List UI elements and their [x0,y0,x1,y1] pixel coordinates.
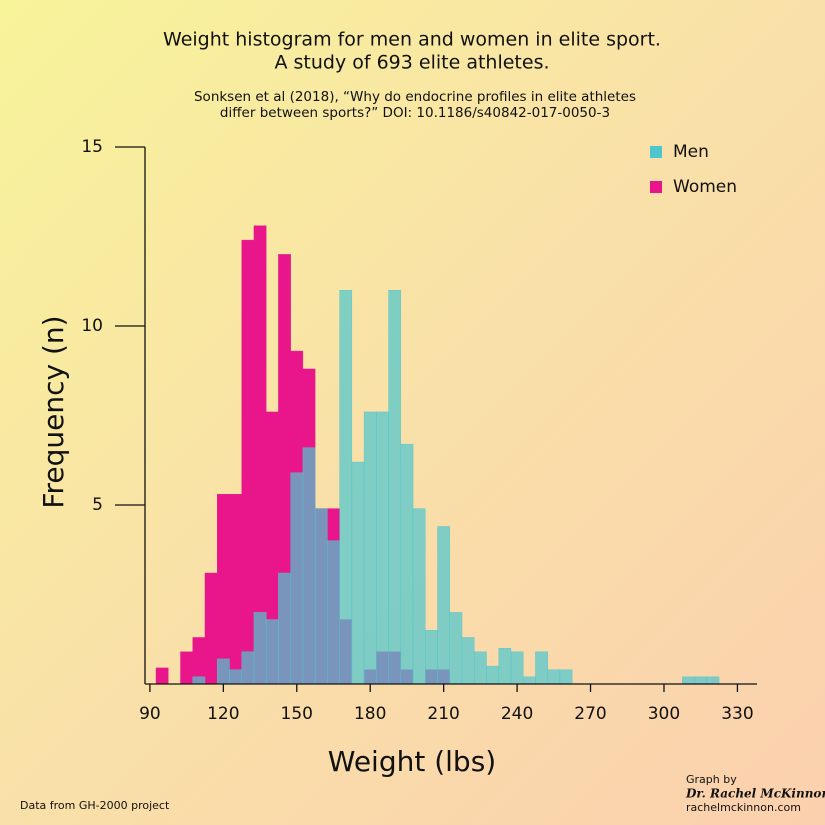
credit: rachelmckinnon.com [686,801,801,814]
y-tick-label: 10 [81,316,103,336]
bar [474,651,487,685]
x-tick-label: 90 [139,704,161,724]
bar [425,630,438,685]
bar [241,239,255,685]
bar [682,676,695,685]
x-tick-label: 240 [501,704,533,724]
y-tick-label: 15 [81,137,103,157]
bar [327,540,340,685]
x-tick-label: 180 [354,704,386,724]
bar [559,669,573,685]
bar [314,508,328,685]
subtitle: Sonksen et al (2018), “Why do endocrine … [194,89,636,105]
bar [461,637,475,685]
bar [388,290,402,685]
chart-title: Weight histogram for men and women in el… [163,29,661,51]
subtitle: differ between sports?” DOI: 10.1186/s40… [220,105,610,121]
bar [253,612,267,685]
x-tick-label: 300 [648,704,680,724]
bar [498,648,512,685]
source-note: Data from GH-2000 project [20,799,170,812]
x-tick-label: 120 [207,704,239,724]
bar [302,447,316,685]
bar [486,665,499,685]
x-tick-label: 330 [721,704,753,724]
legend-swatch [650,181,662,193]
legend-label: Women [673,177,737,197]
bar [523,676,536,685]
bar [339,290,353,685]
y-tick-label: 5 [92,495,103,515]
bar [412,508,426,685]
credit: Dr. Rachel McKinnon [685,787,825,801]
bar [547,669,561,685]
bar [290,472,304,685]
legend-swatch [650,146,662,158]
bar [229,669,242,685]
bar [155,667,169,685]
bar [204,572,218,685]
bar [229,494,242,685]
bar [376,411,389,685]
bar [192,676,206,685]
legend-label: Men [673,142,709,162]
bar [278,572,291,685]
credit: Graph by [686,773,737,786]
x-axis-label: Weight (lbs) [328,745,496,778]
bar [217,494,230,685]
bar [449,612,463,685]
bar [706,676,720,685]
x-tick-label: 150 [281,704,313,724]
bar [510,651,524,685]
x-tick-label: 270 [574,704,606,724]
bar [265,619,279,685]
bar [363,411,377,685]
bar [217,658,230,685]
bar [400,443,414,685]
x-tick-label: 210 [427,704,459,724]
bar [437,526,450,685]
bar [351,461,365,685]
y-axis-label: Frequency (n) [37,315,70,508]
bar [180,651,193,685]
bar [241,651,255,685]
chart-title: A study of 693 elite athletes. [274,52,549,74]
bar [694,676,708,685]
bar [535,651,548,685]
